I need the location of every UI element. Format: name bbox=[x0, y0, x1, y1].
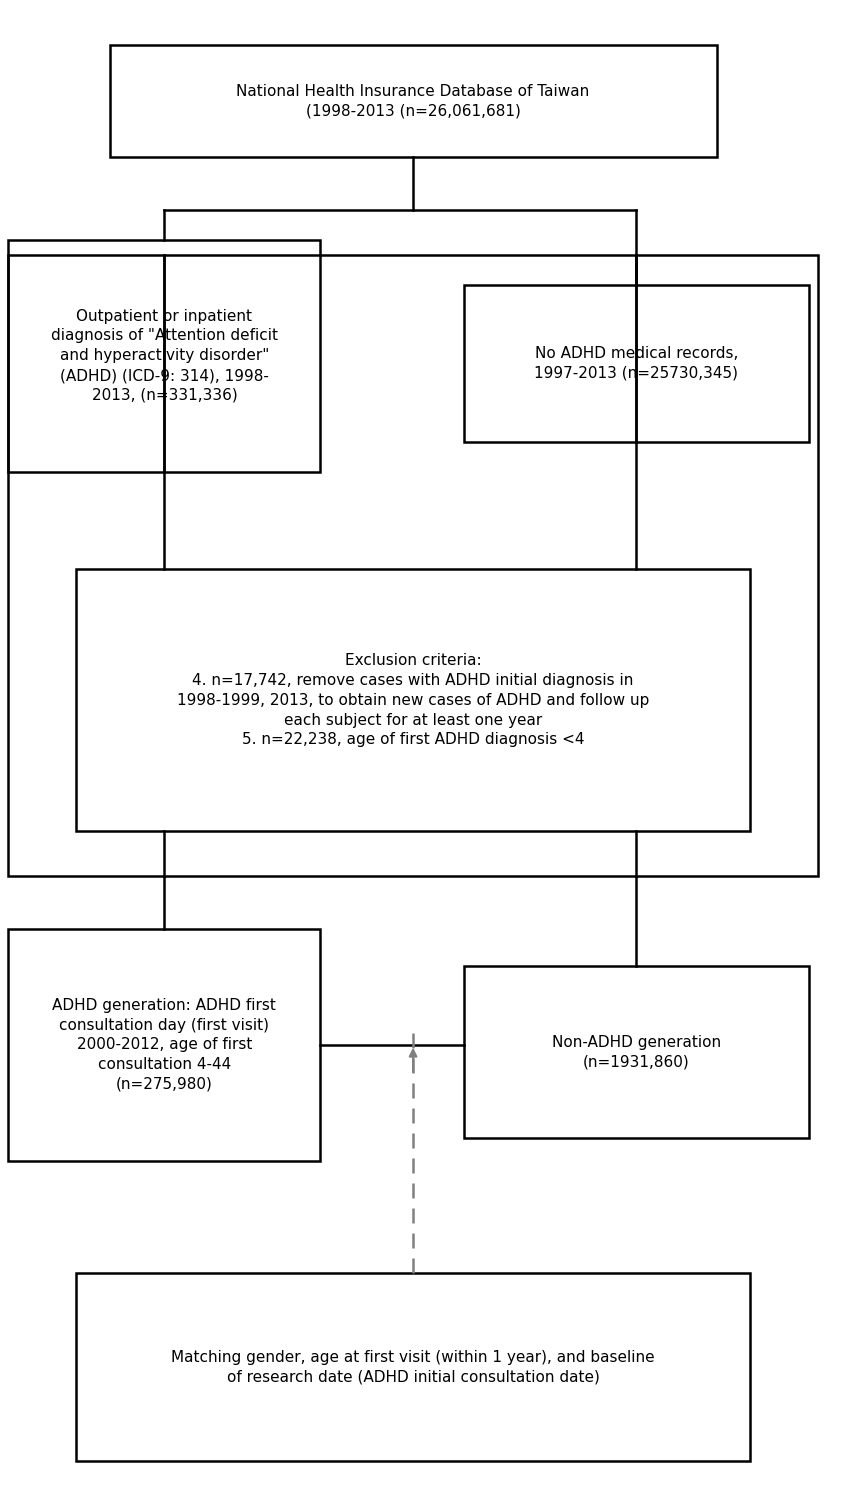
Text: Matching gender, age at first visit (within 1 year), and baseline
of research da: Matching gender, age at first visit (wit… bbox=[171, 1350, 655, 1384]
Text: Outpatient or inpatient
diagnosis of "Attention deficit
and hyperactivity disord: Outpatient or inpatient diagnosis of "At… bbox=[51, 309, 278, 403]
Bar bbox=[8, 929, 320, 1161]
Text: No ADHD medical records,
1997-2013 (n=25730,345): No ADHD medical records, 1997-2013 (n=25… bbox=[534, 346, 738, 380]
Bar bbox=[464, 285, 809, 442]
Bar bbox=[76, 569, 750, 831]
Text: Non-ADHD generation
(n=1931,860): Non-ADHD generation (n=1931,860) bbox=[552, 1035, 721, 1070]
Bar bbox=[8, 240, 320, 472]
Text: Exclusion criteria:
4. n=17,742, remove cases with ADHD initial diagnosis in
199: Exclusion criteria: 4. n=17,742, remove … bbox=[177, 653, 649, 748]
Text: National Health Insurance Database of Taiwan
(1998-2013 (n=26,061,681): National Health Insurance Database of Ta… bbox=[236, 84, 590, 118]
Bar bbox=[464, 966, 809, 1138]
Bar bbox=[76, 1273, 750, 1461]
Bar bbox=[8, 255, 818, 876]
Bar bbox=[110, 45, 717, 157]
Text: ADHD generation: ADHD first
consultation day (first visit)
2000-2012, age of fir: ADHD generation: ADHD first consultation… bbox=[52, 998, 277, 1092]
